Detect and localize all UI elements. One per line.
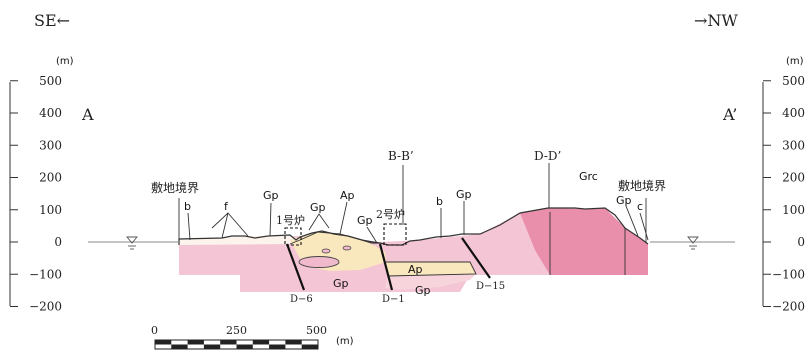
geology-label: Gp	[456, 188, 472, 201]
geology-label: Gp	[310, 201, 326, 214]
scale-segment	[203, 344, 221, 349]
reactor-2-label: 2号炉	[376, 208, 405, 221]
layer-lens	[298, 256, 340, 268]
reactor-2-outline	[383, 223, 407, 246]
reactor-1-outline	[284, 227, 302, 246]
section-end-a: A	[81, 105, 94, 124]
leader-lines	[178, 163, 649, 244]
scale-segment	[301, 344, 318, 349]
scale-label-0: 0	[151, 324, 158, 337]
right-axis-tick-label: 300	[782, 138, 805, 152]
left-axis-tick-label: 400	[39, 106, 62, 120]
scale-label-250: 250	[226, 324, 247, 337]
borehole-label-d1: D−1	[382, 294, 405, 305]
borehole-line-d1	[378, 243, 394, 291]
scale-label-500: 500	[306, 324, 327, 337]
right-axis-unit: (m)	[786, 56, 804, 67]
scale-segment	[220, 340, 237, 345]
geology-layers	[179, 208, 648, 292]
left-axis-unit: (m)	[56, 56, 74, 67]
direction-label-nw: →NW	[694, 11, 738, 30]
cross-section-label-bb: B-B’	[388, 149, 414, 163]
left-axis-tick-label: 500	[39, 74, 62, 88]
layer-light-left	[179, 236, 300, 245]
right-axis-tick-label: 400	[782, 106, 805, 120]
scale-unit: (m)	[336, 336, 354, 347]
cross-section-label-dd: D-D’	[534, 149, 561, 163]
scale-segment	[252, 340, 270, 345]
right-axis-tick-label: 0	[797, 235, 805, 249]
scale-segment	[187, 340, 204, 345]
geology-label: Gp	[357, 214, 373, 227]
direction-label-se: SE←	[34, 11, 70, 30]
scale-segment	[285, 340, 302, 345]
right-axis-tick-label: −100	[772, 267, 805, 281]
borehole-label-d15: D−15	[476, 281, 505, 292]
reactor-1-label: 1号炉	[276, 214, 305, 227]
geology-label: c	[637, 200, 643, 213]
layer-lens-small	[321, 248, 331, 254]
borehole-label-d6: D−6	[290, 294, 313, 305]
right-elevation-axis: (m) 500 400 300 200 100 0 −100 −200	[762, 56, 805, 314]
borehole-line-d6	[285, 243, 306, 291]
right-axis-tick-label: −200	[772, 300, 805, 314]
left-axis-tick-label: 200	[39, 171, 62, 185]
right-axis-tick-label: 200	[782, 171, 805, 185]
scale-segment	[236, 344, 253, 349]
geology-label: Gp	[616, 194, 632, 207]
geology-label: f	[224, 200, 229, 213]
geology-label: Ap	[340, 189, 355, 202]
geology-label: Gp	[263, 189, 279, 202]
geology-label: Gp	[333, 277, 349, 290]
water-level-icon	[687, 236, 699, 250]
scale-segment	[171, 344, 188, 349]
geology-label: Grc	[579, 170, 598, 183]
site-boundary-label-right: 敷地境界	[618, 178, 666, 193]
site-boundary-label-left: 敷地境界	[151, 180, 199, 195]
left-axis-tick-label: −200	[29, 300, 62, 314]
scale-segment	[269, 344, 286, 349]
geology-label: Ap	[408, 263, 423, 276]
layer-ap-lower	[386, 262, 476, 276]
right-axis-tick-label: 100	[782, 203, 805, 217]
geology-label: b	[184, 200, 191, 213]
right-axis-tick-label: 500	[782, 74, 805, 88]
layer-grc	[520, 208, 648, 275]
scale-bar: 0 250 500 (m)	[151, 324, 354, 350]
borehole-line-d15	[461, 237, 491, 279]
left-axis-tick-label: 100	[39, 203, 62, 217]
geology-label: b	[436, 195, 443, 208]
section-end-a-prime: A’	[722, 105, 737, 124]
scale-segment	[155, 340, 172, 345]
layer-gp-center	[385, 274, 476, 290]
layer-lens-small	[342, 245, 352, 251]
left-axis-tick-label: 300	[39, 138, 62, 152]
left-axis-tick-label: 0	[54, 235, 62, 249]
geology-label: Gp	[415, 284, 431, 297]
water-level-icon	[126, 236, 138, 250]
left-elevation-axis: (m) 500 400 300 200 100 0 −100 −200	[9, 56, 74, 314]
left-axis-tick-label: −100	[29, 267, 62, 281]
